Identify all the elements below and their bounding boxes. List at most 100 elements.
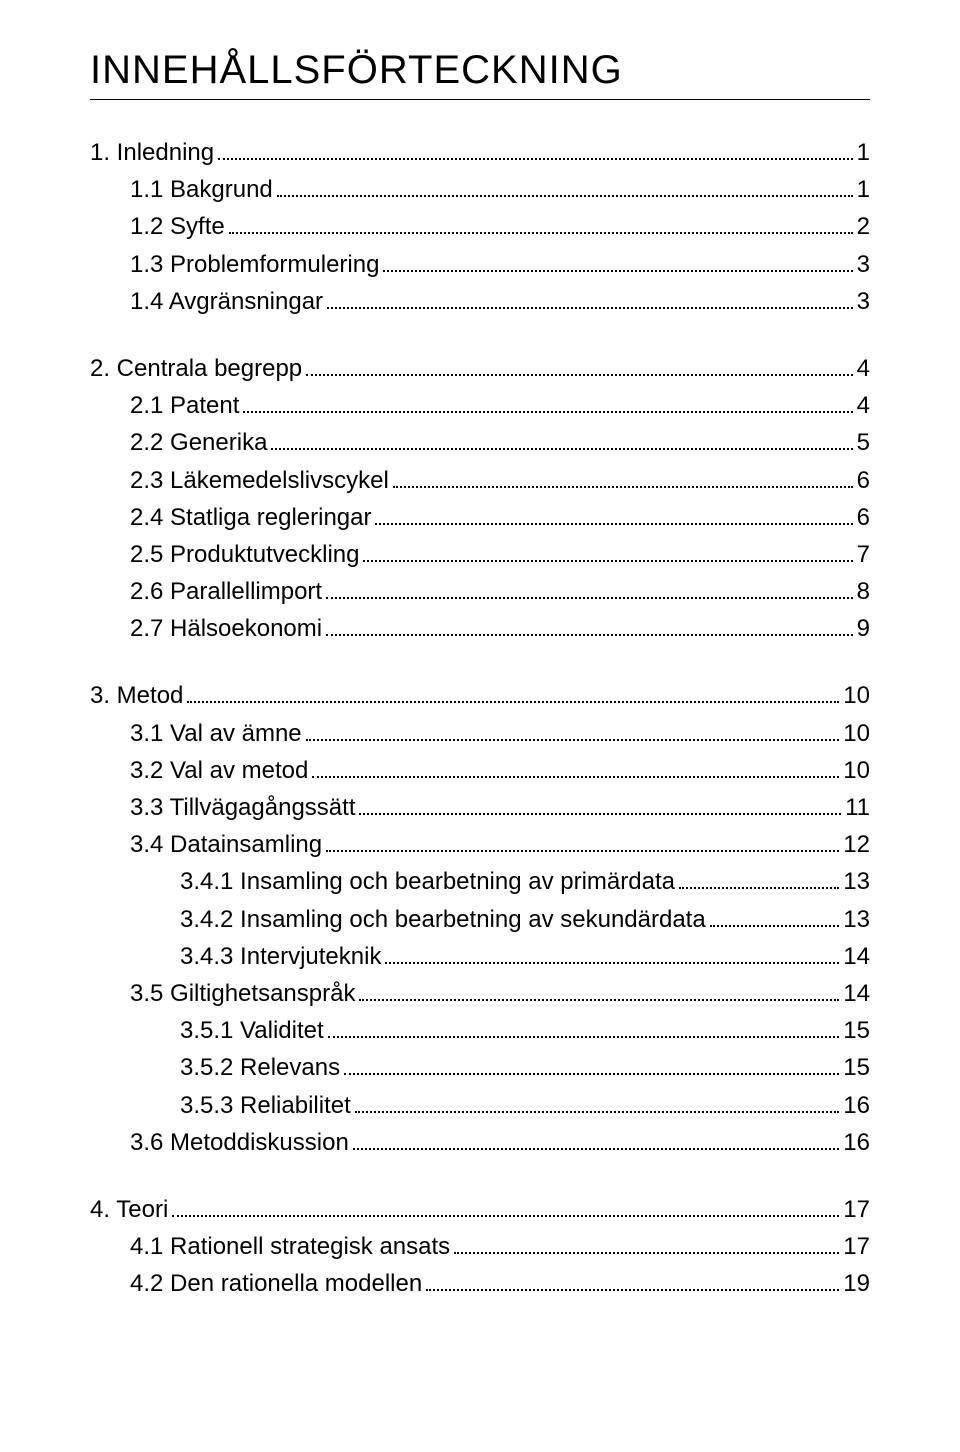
toc-leader-dots [679,887,839,889]
toc-entry-page: 14 [843,938,870,975]
toc-entry-page: 8 [857,573,870,610]
toc-entry-page: 7 [857,536,870,573]
toc-entry: 2.4 Statliga regleringar 6 [90,499,870,536]
toc-leader-dots [383,270,852,272]
toc-leader-dots [710,925,840,927]
toc-entry: 2.6 Parallellimport 8 [90,573,870,610]
toc-entry-page: 17 [843,1228,870,1265]
toc-leader-dots [306,739,840,741]
toc-entry-label: 2.5 Produktutveckling [130,536,359,573]
toc-entry-page: 10 [843,715,870,752]
toc-entry-label: 1.2 Syfte [130,208,225,245]
toc-entry: 1.1 Bakgrund 1 [90,171,870,208]
toc-entry-page: 4 [857,387,870,424]
toc-entry: 4. Teori 17 [90,1191,870,1228]
toc-entry: 3. Metod 10 [90,677,870,714]
toc-entry: 2.7 Hälsoekonomi9 [90,610,870,647]
toc-entry-page: 1 [857,171,870,208]
toc-entry-label: 4. Teori [90,1191,168,1228]
toc-entry-label: 3.4.2 Insamling och bearbetning av sekun… [180,901,706,938]
toc-entry-page: 19 [843,1265,870,1302]
toc-entry-label: 4.2 Den rationella modellen [130,1265,422,1302]
toc-entry-label: 1.1 Bakgrund [130,171,273,208]
toc-entry-label: 3.4 Datainsamling [130,826,322,863]
section-gap [90,1161,870,1191]
toc-entry: 3.5.3 Reliabilitet16 [90,1087,870,1124]
toc-entry: 3.5.2 Relevans 15 [90,1049,870,1086]
toc-leader-dots [355,1111,840,1113]
toc-entry-page: 15 [843,1049,870,1086]
toc-leader-dots [243,411,852,413]
toc-leader-dots [312,776,839,778]
toc-leader-dots [344,1073,839,1075]
toc-entry: 4.1 Rationell strategisk ansats 17 [90,1228,870,1265]
toc-leader-dots [359,999,839,1001]
toc-entry-label: 3.5.2 Relevans [180,1049,340,1086]
toc-leader-dots [277,195,853,197]
toc-leader-dots [326,850,839,852]
toc-entry-page: 11 [845,789,870,826]
toc-entry-label: 1. Inledning [90,134,214,171]
toc-entry-label: 4.1 Rationell strategisk ansats [130,1228,450,1265]
toc-leader-dots [375,523,852,525]
toc-entry: 1. Inledning 1 [90,134,870,171]
toc-entry: 2. Centrala begrepp 4 [90,350,870,387]
page-title: INNEHÅLLSFÖRTECKNING [90,48,870,100]
toc-leader-dots [454,1252,839,1254]
toc-entry: 2.5 Produktutveckling 7 [90,536,870,573]
toc-entry: 2.3 Läkemedelslivscykel 6 [90,462,870,499]
toc-entry: 3.4.2 Insamling och bearbetning av sekun… [90,901,870,938]
section-gap [90,320,870,350]
toc-leader-dots [353,1148,840,1150]
toc-entry-page: 10 [843,677,870,714]
toc-entry: 3.6 Metoddiskussion16 [90,1124,870,1161]
toc-leader-dots [218,158,853,160]
toc-leader-dots [426,1289,839,1291]
toc-leader-dots [327,307,853,309]
toc-entry-page: 17 [843,1191,870,1228]
toc-leader-dots [306,374,852,376]
toc-entry-label: 2.6 Parallellimport [130,573,322,610]
toc-entry-label: 2.7 Hälsoekonomi [130,610,322,647]
toc-leader-dots [385,962,839,964]
toc-entry-page: 6 [857,499,870,536]
toc-entry-label: 2. Centrala begrepp [90,350,302,387]
toc-entry: 3.3 Tillvägagångssätt11 [90,789,870,826]
toc-leader-dots [326,597,853,599]
toc-entry-label: 1.4 Avgränsningar [130,283,323,320]
toc-entry: 2.1 Patent 4 [90,387,870,424]
toc-entry-page: 1 [857,134,870,171]
toc-entry-page: 14 [843,975,870,1012]
toc-leader-dots [328,1036,840,1038]
toc-entry-label: 2.1 Patent [130,387,239,424]
toc-entry-label: 2.3 Läkemedelslivscykel [130,462,389,499]
toc-leader-dots [271,448,852,450]
toc-entry-label: 3.4.1 Insamling och bearbetning av primä… [180,863,675,900]
toc-entry-page: 16 [843,1124,870,1161]
toc-entry: 2.2 Generika5 [90,424,870,461]
toc-entry-page: 13 [843,863,870,900]
toc-entry-page: 3 [857,246,870,283]
toc-entry-page: 16 [843,1087,870,1124]
toc-leader-dots [393,486,853,488]
toc-entry-page: 6 [857,462,870,499]
toc-entry: 3.5 Giltighetsanspråk14 [90,975,870,1012]
toc-entry: 4.2 Den rationella modellen 19 [90,1265,870,1302]
toc-entry-page: 13 [843,901,870,938]
toc-entry: 3.4 Datainsamling 12 [90,826,870,863]
toc-entry-label: 3.5.1 Validitet [180,1012,324,1049]
toc-leader-dots [359,813,841,815]
toc-entry-page: 12 [843,826,870,863]
toc-entry-label: 1.3 Problemformulering [130,246,379,283]
toc-entry: 1.2 Syfte2 [90,208,870,245]
toc-entry-label: 3. Metod [90,677,183,714]
toc-entry: 3.4.3 Intervjuteknik14 [90,938,870,975]
toc-entry: 3.5.1 Validitet15 [90,1012,870,1049]
toc-entry-label: 2.4 Statliga regleringar [130,499,371,536]
toc-entry: 1.4 Avgränsningar3 [90,283,870,320]
toc-leader-dots [172,1215,839,1217]
toc-entry-page: 4 [857,350,870,387]
toc-entry: 3.2 Val av metod10 [90,752,870,789]
toc-entry-label: 3.2 Val av metod [130,752,308,789]
toc-leader-dots [326,634,853,636]
